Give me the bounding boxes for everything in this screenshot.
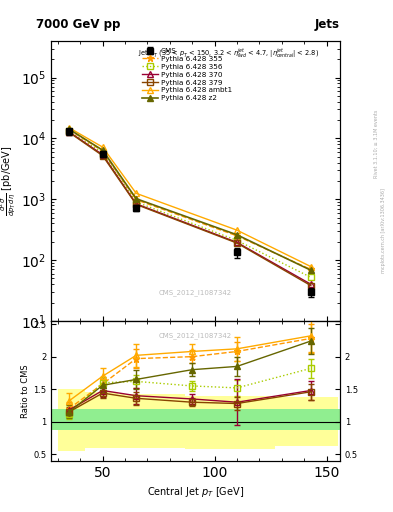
Pythia 6.428 355 <box>67 126 72 133</box>
Pythia 6.428 370 <box>67 129 72 135</box>
Pythia 6.428 370 <box>309 281 313 287</box>
Pythia 6.428 379 <box>134 201 139 207</box>
Pythia 6.428 ambt1 <box>67 124 72 131</box>
Text: mcplots.cern.ch [arXiv:1306.3436]: mcplots.cern.ch [arXiv:1306.3436] <box>381 188 386 273</box>
Pythia 6.428 379 <box>67 129 72 135</box>
Bar <box>185 396 275 449</box>
Pythia 6.428 ambt1 <box>100 144 105 150</box>
Line: Pythia 6.428 z2: Pythia 6.428 z2 <box>66 126 314 273</box>
Line: Pythia 6.428 ambt1: Pythia 6.428 ambt1 <box>66 124 314 270</box>
Bar <box>84 393 118 448</box>
Pythia 6.428 356 <box>235 238 239 244</box>
Pythia 6.428 z2 <box>100 147 105 153</box>
Pythia 6.428 355 <box>100 148 105 154</box>
Pythia 6.428 z2 <box>309 267 313 273</box>
Line: Pythia 6.428 355: Pythia 6.428 355 <box>66 126 314 273</box>
Line: Pythia 6.428 379: Pythia 6.428 379 <box>66 130 314 288</box>
Line: Pythia 6.428 356: Pythia 6.428 356 <box>66 129 314 280</box>
Text: Jets: Jets <box>315 18 340 31</box>
Pythia 6.428 z2 <box>67 126 72 132</box>
Pythia 6.428 ambt1 <box>134 190 139 197</box>
X-axis label: Central Jet $p_T$ [GeV]: Central Jet $p_T$ [GeV] <box>147 485 244 499</box>
Pythia 6.428 356 <box>309 274 313 281</box>
Text: 7000 GeV pp: 7000 GeV pp <box>37 18 121 31</box>
Pythia 6.428 370 <box>134 201 139 207</box>
Pythia 6.428 ambt1 <box>235 227 239 233</box>
Text: CMS_2012_I1087342: CMS_2012_I1087342 <box>159 289 232 296</box>
Pythia 6.428 z2 <box>134 196 139 202</box>
Bar <box>275 397 338 446</box>
Bar <box>58 389 84 451</box>
Pythia 6.428 ambt1 <box>309 264 313 270</box>
Pythia 6.428 370 <box>235 239 239 245</box>
Y-axis label: Ratio to CMS: Ratio to CMS <box>21 364 30 418</box>
Text: Jet $p_T$ (35 < $p_T$ < 150, 3.2 < $\eta^{jet}_{fwd}$ < 4.7, $|\eta^{jet}_{centr: Jet $p_T$ (35 < $p_T$ < 150, 3.2 < $\eta… <box>138 47 319 60</box>
Pythia 6.428 355 <box>309 266 313 272</box>
Pythia 6.428 356 <box>100 150 105 156</box>
Pythia 6.428 355 <box>134 197 139 203</box>
Pythia 6.428 356 <box>134 199 139 205</box>
Bar <box>118 394 185 448</box>
Text: CMS_2012_I1087342: CMS_2012_I1087342 <box>159 332 232 339</box>
Pythia 6.428 370 <box>100 152 105 158</box>
Legend: CMS, Pythia 6.428 355, Pythia 6.428 356, Pythia 6.428 370, Pythia 6.428 379, Pyt: CMS, Pythia 6.428 355, Pythia 6.428 356,… <box>141 48 233 102</box>
Pythia 6.428 379 <box>100 153 105 159</box>
Pythia 6.428 379 <box>309 283 313 289</box>
Pythia 6.428 356 <box>67 129 72 135</box>
Bar <box>51 409 340 430</box>
Pythia 6.428 z2 <box>235 232 239 238</box>
Line: Pythia 6.428 370: Pythia 6.428 370 <box>66 129 314 287</box>
Pythia 6.428 355 <box>235 233 239 239</box>
Y-axis label: $\frac{d^2\sigma}{dp_T\,d\eta}$ [pb/GeV]: $\frac{d^2\sigma}{dp_T\,d\eta}$ [pb/GeV] <box>0 145 18 216</box>
Pythia 6.428 379 <box>235 240 239 246</box>
Text: Rivet 3.1.10; ≥ 3.1M events: Rivet 3.1.10; ≥ 3.1M events <box>374 109 379 178</box>
